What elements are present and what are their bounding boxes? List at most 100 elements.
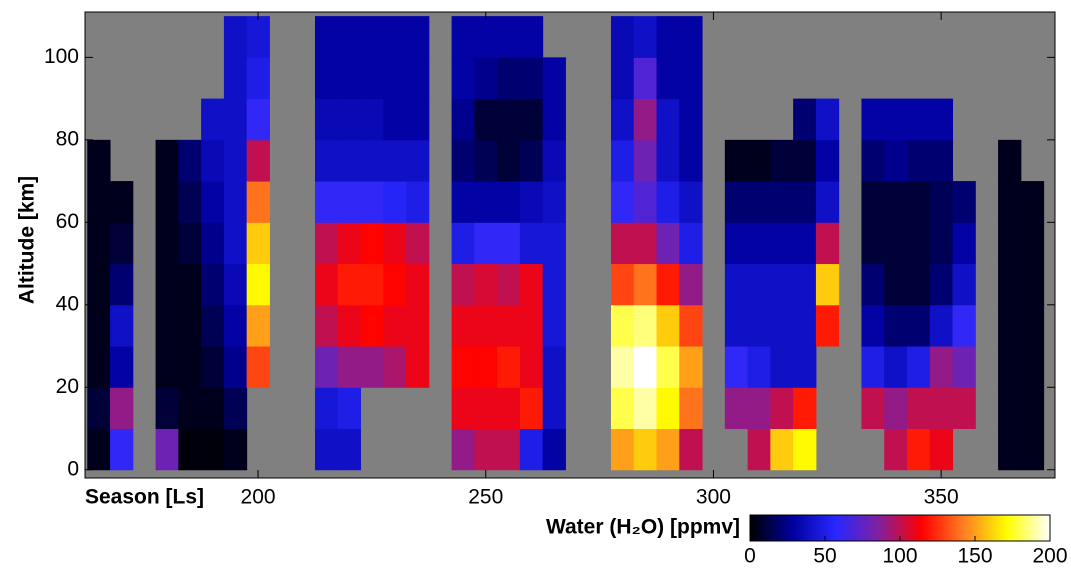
heatmap-cell (110, 222, 134, 265)
heatmap-cell (952, 181, 976, 223)
heatmap-cell (884, 222, 908, 265)
heatmap-cell (884, 139, 908, 182)
heatmap-cell (542, 57, 566, 100)
heatmap-cell (87, 222, 111, 265)
heatmap-cell (360, 222, 384, 265)
heatmap-cell (519, 222, 544, 265)
heatmap-cell (884, 98, 908, 141)
heatmap-cell (861, 181, 885, 223)
y-tick-label: 100 (44, 45, 79, 68)
heatmap-cell (610, 98, 635, 141)
heatmap-cell (884, 387, 908, 430)
heatmap-cell (178, 263, 202, 306)
heatmap-cell (87, 181, 111, 223)
heatmap-cell (1020, 263, 1045, 306)
heatmap-cell (884, 304, 908, 347)
heatmap-cell (451, 139, 475, 182)
heatmap-cell (998, 387, 1022, 430)
heatmap-cell (383, 16, 407, 58)
heatmap-cell (929, 304, 954, 347)
heatmap-cell (519, 16, 544, 58)
heatmap-cell (497, 387, 521, 430)
heatmap-cell (451, 387, 475, 430)
heatmap-cell (952, 263, 976, 306)
y-tick-label: 80 (56, 127, 79, 150)
heatmap-cell (474, 222, 498, 265)
heatmap-cell (815, 181, 840, 223)
heatmap-cell (246, 304, 270, 347)
heatmap-cell (474, 428, 498, 471)
heatmap-cell (223, 387, 248, 430)
heatmap-cell (747, 181, 771, 223)
heatmap-cell (314, 304, 339, 347)
heatmap-cell (497, 428, 521, 471)
heatmap-cell (952, 222, 976, 265)
heatmap-cell (201, 181, 225, 223)
heatmap-cell (155, 139, 179, 182)
heatmap-cell (929, 98, 954, 141)
heatmap-cell (679, 181, 703, 223)
heatmap-cell (952, 387, 976, 430)
heatmap-cell (519, 57, 544, 100)
heatmap-cell (884, 346, 908, 388)
heatmap-cell (656, 428, 680, 471)
heatmap-cell (952, 346, 976, 388)
heatmap-cell (201, 222, 225, 265)
heatmap-cell (337, 139, 362, 182)
heatmap-cell (679, 263, 703, 306)
plot-frame (84, 11, 1056, 479)
heatmap-cell (201, 346, 225, 388)
heatmap-cell (724, 304, 749, 347)
heatmap-cell (633, 57, 658, 100)
heatmap-cell (998, 222, 1022, 265)
heatmap-cell (679, 139, 703, 182)
heatmap-cell (201, 263, 225, 306)
heatmap-cell (110, 387, 134, 430)
heatmap-cell (383, 139, 407, 182)
heatmap-cell (87, 139, 111, 182)
heatmap-cell (861, 98, 885, 141)
heatmap-cell (223, 57, 248, 100)
heatmap-cell (110, 304, 134, 347)
colorbar-tick-label: 50 (813, 545, 836, 568)
heatmap-cell (497, 16, 521, 58)
heatmap-cell (815, 304, 840, 347)
heatmap-cell (246, 57, 270, 100)
heatmap-cell (906, 346, 931, 388)
heatmap-cell (610, 304, 635, 347)
heatmap-cell (747, 222, 771, 265)
heatmap-cell (474, 139, 498, 182)
heatmap-cell (906, 387, 931, 430)
heatmap-cell (451, 181, 475, 223)
heatmap-cell (656, 139, 680, 182)
heatmap-cell (861, 222, 885, 265)
heatmap-cell (633, 16, 658, 58)
heatmap-cell (542, 428, 566, 471)
heatmap-cell (201, 98, 225, 141)
heatmap-cell (497, 304, 521, 347)
heatmap-cell (815, 139, 840, 182)
x-tick-label: 250 (468, 486, 503, 509)
heatmap-cell (360, 139, 384, 182)
heatmap (87, 16, 1045, 471)
heatmap-cell (679, 387, 703, 430)
heatmap-cell (223, 181, 248, 223)
heatmap-cell (383, 304, 407, 347)
heatmap-cell (337, 222, 362, 265)
heatmap-cell (178, 387, 202, 430)
heatmap-cell (998, 304, 1022, 347)
heatmap-cell (337, 387, 362, 430)
heatmap-cell (633, 222, 658, 265)
heatmap-cell (770, 304, 794, 347)
heatmap-cell (178, 304, 202, 347)
heatmap-cell (1020, 387, 1045, 430)
heatmap-cell (360, 304, 384, 347)
heatmap-cell (793, 139, 817, 182)
heatmap-cell (929, 263, 954, 306)
heatmap-cell (610, 222, 635, 265)
heatmap-cell (679, 222, 703, 265)
heatmap-cell (770, 263, 794, 306)
heatmap-cell (724, 263, 749, 306)
heatmap-cell (815, 222, 840, 265)
colorbar-label: Water (H₂O) [ppmv] (546, 516, 740, 539)
